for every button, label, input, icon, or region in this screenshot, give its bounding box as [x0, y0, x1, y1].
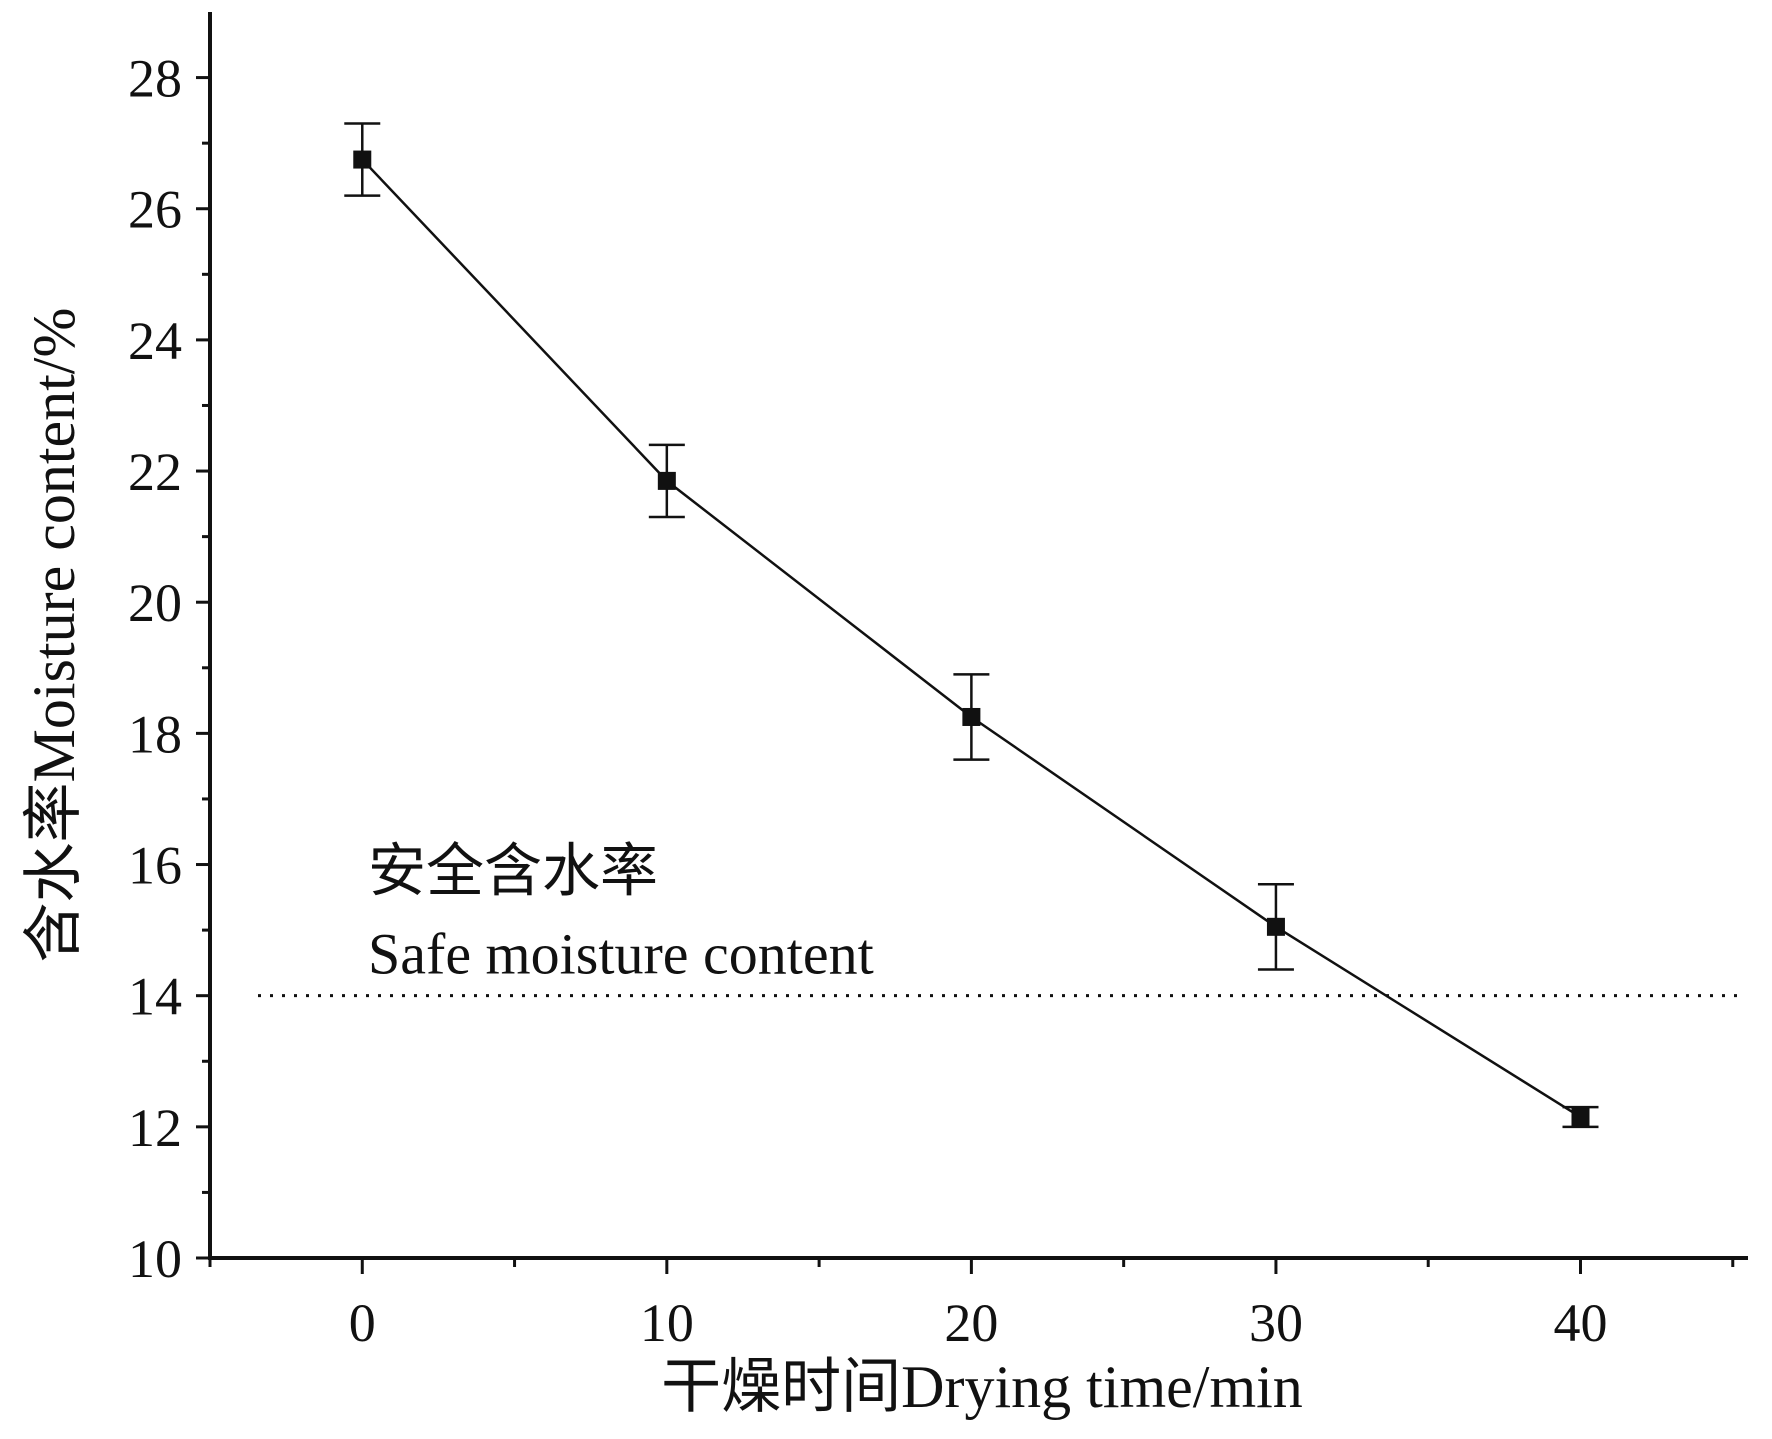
- y-tick-label: 12: [128, 1098, 182, 1158]
- x-tick-label: 40: [1553, 1293, 1607, 1353]
- y-tick-label: 10: [128, 1229, 182, 1289]
- data-point: [1266, 917, 1285, 936]
- x-axis-title: 干燥时间Drying time/min: [661, 1354, 1303, 1420]
- x-ticks: 0 10 20 30 40: [208, 1258, 1735, 1353]
- x-tick-label: 20: [944, 1293, 998, 1353]
- series-group: [344, 122, 1599, 1129]
- x-tick-label: 30: [1249, 1293, 1303, 1353]
- y-tick-label: 20: [128, 573, 182, 633]
- y-tick-label: 18: [128, 704, 182, 764]
- y-tick-label: 16: [128, 836, 182, 896]
- data-point: [353, 150, 372, 169]
- y-tick-label: 26: [128, 180, 182, 240]
- data-point: [657, 471, 676, 490]
- y-tick-label: 22: [128, 442, 182, 502]
- safe-moisture-reference: 安全含水率 Safe moisture content: [258, 839, 1740, 998]
- data-point: [1571, 1108, 1590, 1127]
- y-tick-label: 28: [128, 49, 182, 109]
- axes: [208, 12, 1748, 1260]
- x-tick-label: 10: [640, 1293, 694, 1353]
- safe-moisture-label-en: Safe moisture content: [368, 922, 874, 987]
- y-tick-label: 14: [128, 967, 182, 1027]
- y-ticks: 10 12 14 16 18 20 22 24 26 28: [128, 49, 210, 1289]
- y-tick-label: 24: [128, 311, 182, 371]
- x-tick-label: 0: [349, 1293, 376, 1353]
- safe-moisture-label-cn: 安全含水率: [368, 839, 658, 904]
- data-point: [962, 707, 981, 726]
- y-axis-title: 含水率Moisture content/%: [21, 308, 87, 963]
